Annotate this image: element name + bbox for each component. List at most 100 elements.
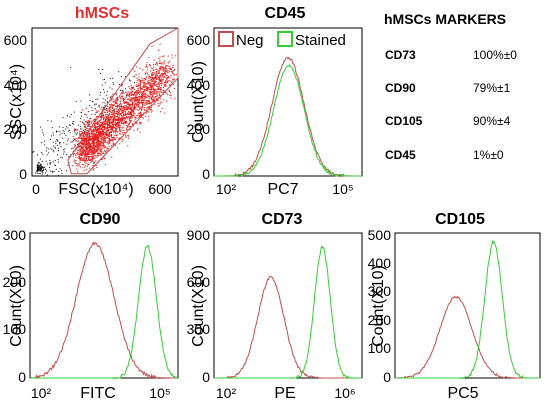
scatter-point-dense xyxy=(135,84,137,86)
scatter-point-dense xyxy=(98,147,100,149)
scatter-point-dense xyxy=(123,120,125,122)
scatter-point-dense xyxy=(88,134,90,136)
scatter-point-dense xyxy=(129,126,131,128)
scatter-point-sparse xyxy=(38,162,40,164)
scatter-point-dense xyxy=(140,83,142,85)
scatter-point-dense xyxy=(101,131,103,133)
scatter-point-dense xyxy=(145,94,147,96)
scatter-point-dense xyxy=(152,79,154,81)
scatter-point-dense xyxy=(115,102,117,104)
cd45-legend-swatch-stained xyxy=(277,31,293,47)
scatter-point-dense xyxy=(153,84,155,86)
scatter-point-dense xyxy=(83,145,85,147)
scatter-point-dense xyxy=(93,137,95,139)
scatter-point-dense xyxy=(160,66,162,68)
scatter-point-dense xyxy=(81,132,83,134)
scatter-point-dense xyxy=(120,130,122,132)
scatter-point-dense xyxy=(123,102,125,104)
scatter-point-dense xyxy=(80,154,82,156)
scatter-point-dense xyxy=(131,100,133,102)
scatter-point-sparse xyxy=(74,131,76,133)
scatter-point-dense xyxy=(143,77,145,79)
scatter-point-sparse xyxy=(40,126,42,128)
scatter-point-dense xyxy=(145,99,147,101)
scatter-point-dense xyxy=(116,119,118,121)
scatter-point-dense xyxy=(156,92,158,94)
scatter-point-sparse xyxy=(42,171,44,173)
scatter-point-sparse xyxy=(107,117,109,119)
scatter-point-sparse xyxy=(77,144,79,145)
scatter-point-dense xyxy=(94,108,96,110)
scatter-point-dense xyxy=(106,147,108,149)
scatter-point-dense xyxy=(147,95,149,97)
scatter-point-sparse xyxy=(70,114,72,116)
scatter-point-dense xyxy=(103,147,105,149)
scatter-point-dense xyxy=(146,97,148,99)
scatter-point-dense xyxy=(98,151,100,153)
scatter-point-sparse xyxy=(47,152,49,154)
scatter-point-dense xyxy=(115,110,117,112)
scatter-point-dense xyxy=(73,130,75,132)
scatter-point-dense xyxy=(122,106,124,108)
scatter-point-dense xyxy=(120,103,122,105)
scatter-point-dense xyxy=(148,101,150,103)
scatter-point-dense xyxy=(110,105,112,107)
scatter-point-sparse xyxy=(102,119,104,121)
scatter-point-sparse xyxy=(101,84,103,86)
scatter-point-dense xyxy=(162,69,164,71)
scatter-point-dense xyxy=(97,115,99,117)
scatter-point-dense xyxy=(92,152,94,154)
scatter-point-dense xyxy=(144,83,146,85)
scatter-point-dense xyxy=(161,79,163,81)
scatter-point-dense xyxy=(96,166,98,168)
scatter-point-dense xyxy=(108,118,110,120)
scatter-point-dense xyxy=(152,100,154,102)
scatter-point-dense xyxy=(83,140,85,142)
scatter-point-dense xyxy=(88,120,90,122)
scatter-point-sparse xyxy=(57,139,58,141)
scatter-point-dense xyxy=(98,120,100,122)
scatter-point-dense xyxy=(113,117,115,119)
scatter-point-dense xyxy=(85,120,87,122)
scatter-point-dense xyxy=(145,115,147,117)
scatter-point-dense xyxy=(94,122,96,124)
scatter-point-sparse xyxy=(98,68,100,70)
scatter-point-dense xyxy=(118,121,120,123)
scatter-point-dense xyxy=(152,95,154,97)
markers-table: hMSCs MARKERS CD73 100%±0 CD90 79%±1 CD1… xyxy=(384,11,517,162)
scatter-point-dense xyxy=(139,80,141,82)
panel-scatter: hMSCs 0 200 400 600 0 600 FSC(x10⁴) SSC(… xyxy=(4,5,179,198)
scatter-point-dense xyxy=(139,85,141,87)
scatter-point-dense xyxy=(75,162,77,164)
scatter-point-dense xyxy=(100,143,102,145)
scatter-point-sparse xyxy=(111,88,113,90)
scatter-point-dense xyxy=(86,154,88,156)
scatter-point-dense xyxy=(110,116,112,118)
scatter-point-dense xyxy=(98,145,100,147)
scatter-point-dense xyxy=(130,85,132,87)
scatter-point-dense xyxy=(169,80,171,82)
scatter-point-dense xyxy=(109,123,111,125)
scatter-point-dense xyxy=(124,99,126,101)
scatter-point-sparse xyxy=(69,130,70,132)
scatter-point-dense xyxy=(168,65,170,67)
scatter-point-dense xyxy=(92,169,94,171)
scatter-point-dense xyxy=(100,127,102,129)
scatter-point-dense xyxy=(90,143,92,145)
scatter-point-dense xyxy=(99,125,101,127)
scatter-point-dense xyxy=(113,119,115,121)
scatter-point-dense xyxy=(92,136,94,138)
scatter-point-dense xyxy=(127,126,129,128)
scatter-point-dense xyxy=(122,98,124,100)
scatter-point-dense xyxy=(83,124,85,126)
scatter-point-dense xyxy=(94,145,96,147)
scatter-point-dense xyxy=(85,150,87,152)
scatter-point-dense xyxy=(143,89,145,91)
scatter-point-sparse xyxy=(131,87,133,89)
scatter-point-dense xyxy=(82,139,84,141)
scatter-point-dense xyxy=(98,139,100,141)
scatter-point-sparse xyxy=(32,151,34,153)
scatter-point-dense xyxy=(132,106,134,108)
scatter-point-sparse xyxy=(102,107,104,108)
scatter-point-dense xyxy=(117,147,119,149)
